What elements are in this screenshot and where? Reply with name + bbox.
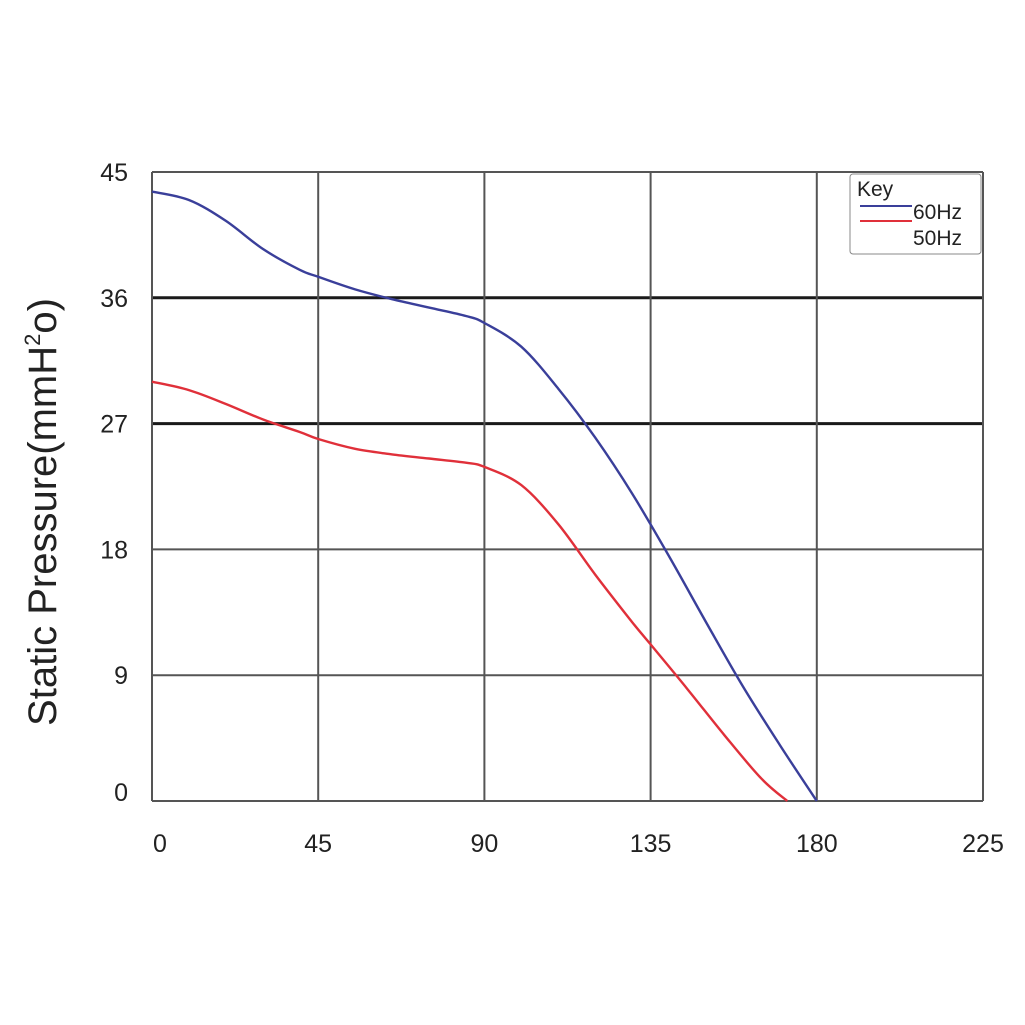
y-tick-label-3: 27 bbox=[100, 411, 128, 439]
y-tick-label-0: 0 bbox=[114, 779, 128, 807]
x-tick-label-3: 135 bbox=[630, 830, 672, 858]
y-tick-label-4: 36 bbox=[100, 285, 128, 313]
grid bbox=[151, 171, 984, 802]
legend-label-60hz: 60Hz bbox=[913, 201, 962, 224]
x-tick-label-5: 225 bbox=[962, 830, 1004, 858]
tick-labels: 0 9 18 27 36 45 0 45 90 135 180 225 bbox=[100, 159, 1004, 858]
x-tick-label-0: 0 bbox=[153, 830, 167, 858]
series-line-60hz bbox=[151, 190, 818, 802]
legend-title: Key bbox=[857, 178, 894, 201]
x-tick-label-1: 45 bbox=[304, 830, 332, 858]
x-tick-label-2: 90 bbox=[470, 830, 498, 858]
y-tick-label-1: 9 bbox=[114, 662, 128, 690]
y-tick-label-5: 45 bbox=[100, 159, 128, 187]
series-lines bbox=[151, 190, 818, 802]
y-axis-label: Static Pressure(mmH2o) bbox=[20, 298, 65, 726]
series-line-50hz bbox=[151, 380, 789, 802]
legend-label-50hz: 50Hz bbox=[913, 227, 962, 250]
legend-box bbox=[849, 173, 982, 255]
x-tick-label-4: 180 bbox=[796, 830, 838, 858]
legend: Key 60Hz 50Hz bbox=[849, 173, 982, 255]
y-tick-label-2: 18 bbox=[100, 536, 128, 564]
